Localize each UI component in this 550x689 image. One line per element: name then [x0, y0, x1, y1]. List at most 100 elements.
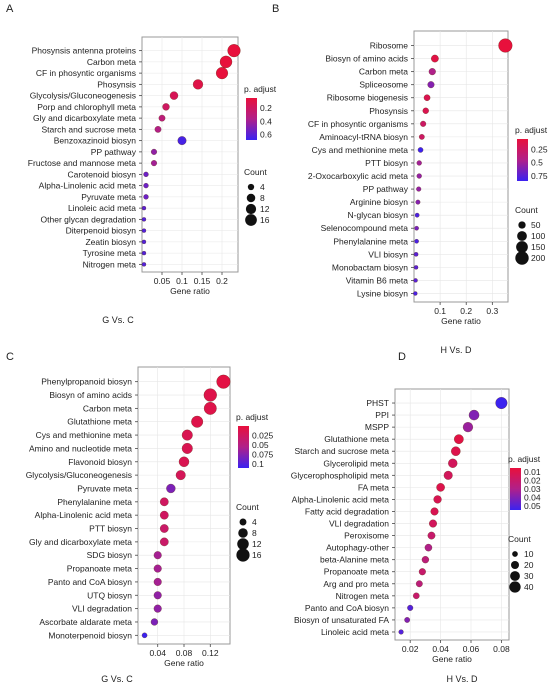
panel-label: C — [6, 351, 14, 363]
data-point — [153, 564, 162, 573]
size-legend-label: 4 — [252, 517, 257, 527]
term-label: Linoleic acid meta — [321, 627, 389, 637]
color-legend-title: p. adjust — [508, 454, 541, 464]
x-tick-label: 0.04 — [149, 648, 166, 658]
color-legend-tick: 0.4 — [260, 116, 272, 126]
data-point — [443, 470, 453, 480]
color-legend-title: p. adjust — [515, 125, 548, 135]
size-legend-dot — [239, 518, 247, 526]
term-label: PPI — [375, 410, 389, 420]
term-label: Diterpenoid biosyn — [66, 226, 137, 236]
term-label: Selenocompound meta — [321, 223, 409, 233]
data-point — [143, 171, 149, 177]
term-label: VLI degradation — [329, 519, 389, 529]
term-label: Cys and methionine meta — [312, 145, 409, 155]
data-point — [421, 556, 430, 564]
term-label: Ribosome biogenesis — [327, 93, 408, 103]
term-label: Monobactam biosyn — [332, 262, 408, 272]
term-label: Pyruvate meta — [81, 192, 136, 202]
term-label: Glycerolipid meta — [323, 458, 389, 468]
x-tick-label: 0.3 — [486, 306, 498, 316]
term-label: Starch and sucrose meta — [42, 124, 137, 134]
x-tick-label: 0.08 — [176, 648, 193, 658]
term-label: Phosynsis — [369, 106, 408, 116]
term-label: PTT biosyn — [89, 524, 132, 534]
term-label: Panto and CoA biosyn — [48, 577, 132, 587]
term-label: Fatty acid degradation — [305, 506, 389, 516]
data-point — [468, 409, 480, 421]
term-label: Glutathione meta — [324, 434, 389, 444]
color-legend-tick: 0.2 — [260, 103, 272, 113]
term-label: 2-Oxocarboxylic acid meta — [308, 171, 408, 181]
color-legend-tick: 0.04 — [524, 492, 541, 502]
color-legend-tick: 0.25 — [531, 145, 548, 155]
data-point — [413, 265, 419, 270]
size-legend-dot — [245, 214, 257, 226]
data-point — [177, 136, 187, 146]
data-point — [153, 551, 162, 560]
data-point — [415, 580, 423, 588]
size-legend-title: Count — [236, 502, 259, 512]
panel-label: B — [272, 3, 279, 15]
x-tick-label: 0.12 — [202, 648, 219, 658]
size-legend-title: Count — [515, 205, 538, 215]
data-point — [413, 592, 420, 600]
size-legend-dot — [518, 221, 526, 229]
term-label: Pyruvate meta — [77, 483, 132, 493]
term-label: Arg and pro meta — [323, 579, 389, 589]
size-legend-dot — [236, 548, 250, 562]
size-legend-dot — [511, 561, 519, 569]
term-label: Vitamin B6 meta — [346, 275, 408, 285]
term-label: Gly and dicarboxylate meta — [29, 537, 132, 547]
term-label: Flavonoid biosyn — [68, 457, 132, 467]
data-point — [454, 434, 464, 444]
x-tick-label: 0.08 — [493, 644, 510, 654]
data-point — [418, 568, 426, 576]
data-point — [153, 591, 162, 600]
color-legend-tick: 0.02 — [524, 476, 541, 486]
data-point — [422, 107, 429, 114]
data-point — [162, 103, 170, 111]
data-point — [203, 402, 217, 415]
data-point — [141, 262, 147, 267]
data-point — [413, 291, 418, 296]
size-legend-dot — [238, 528, 248, 538]
data-point — [151, 160, 157, 167]
color-legend-bar — [246, 98, 257, 140]
color-legend-tick: 0.01 — [524, 467, 541, 477]
color-legend-tick: 0.5 — [531, 158, 543, 168]
size-legend-dot — [247, 183, 255, 191]
term-label: UTQ biosyn — [87, 590, 132, 600]
term-label: Carotenoid biosyn — [67, 169, 136, 179]
data-point — [166, 483, 176, 494]
term-label: Phenylalanine meta — [57, 497, 132, 507]
term-label: Benzoxazinoid biosyn — [54, 136, 136, 146]
x-tick-label: 0.05 — [154, 276, 171, 286]
term-label: Autophagy-other — [326, 543, 389, 553]
data-point — [413, 252, 419, 257]
data-point — [414, 212, 420, 218]
data-point — [181, 429, 193, 441]
color-legend-tick: 0.75 — [531, 171, 548, 181]
term-label: Glycolysis/Gluconeogenesis — [30, 91, 136, 101]
data-point — [433, 495, 442, 504]
term-label: Ascorbate aldarate meta — [39, 617, 132, 627]
size-legend-label: 30 — [524, 571, 534, 581]
data-point — [451, 446, 461, 456]
term-label: Tyrosine meta — [83, 248, 137, 258]
term-label: Lysine biosyn — [357, 288, 408, 298]
term-label: Propanoate meta — [324, 567, 389, 577]
data-point — [429, 519, 437, 528]
x-axis-label: Gene ratio — [441, 316, 481, 326]
term-label: Carbon meta — [87, 57, 136, 67]
data-point — [154, 126, 162, 133]
term-label: Alpha-Linolenic acid meta — [292, 494, 390, 504]
x-tick-label: 0.1 — [434, 306, 446, 316]
term-label: Carbon meta — [359, 67, 408, 77]
term-label: SDG biosyn — [87, 550, 133, 560]
term-label: Starch and sucrose meta — [295, 446, 390, 456]
term-label: Linoleic acid meta — [68, 203, 136, 213]
size-legend-title: Count — [508, 534, 531, 544]
data-point — [153, 577, 162, 586]
data-point — [414, 239, 419, 244]
